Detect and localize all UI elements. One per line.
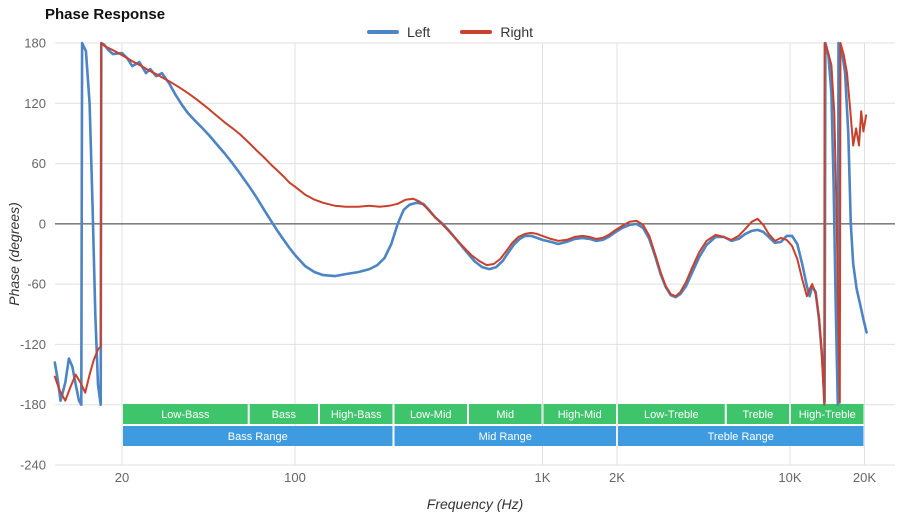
band-segment <box>618 404 725 424</box>
y-axis-label: Phase (degrees) <box>6 202 22 306</box>
x-tick-label: 20K <box>853 470 876 485</box>
band-segment <box>394 426 616 446</box>
band-label: Bass <box>272 409 297 421</box>
band-segment <box>249 404 318 424</box>
left-series-swatch-icon <box>366 30 399 34</box>
band-label: Treble Range <box>708 431 774 443</box>
y-tick-label: 180 <box>24 36 46 51</box>
chart-title: Phase Response <box>45 6 166 23</box>
y-tick-label: 120 <box>24 96 46 111</box>
band-label: High-Treble <box>799 409 856 421</box>
band-segment <box>790 404 864 424</box>
x-axis-label: Frequency (Hz) <box>426 496 524 512</box>
legend: Left Right <box>0 24 900 40</box>
band-segment <box>123 404 248 424</box>
series-line-left <box>53 41 868 406</box>
band-label: Mid <box>496 409 514 421</box>
band-segment <box>618 426 864 446</box>
x-tick-label: 20 <box>115 470 129 485</box>
right-series-swatch-icon <box>460 30 493 34</box>
x-tick-label: 2K <box>609 470 625 485</box>
legend-item-left: Left <box>366 24 431 40</box>
band-label: Treble <box>742 409 773 421</box>
legend-label-left: Left <box>406 24 431 40</box>
x-tick-label: 100 <box>284 470 306 485</box>
band-segment <box>319 404 393 424</box>
band-label: High-Mid <box>558 409 602 421</box>
y-tick-label: -240 <box>20 458 46 473</box>
x-tick-label: 1K <box>535 470 551 485</box>
band-segment <box>726 404 789 424</box>
band-label: Low-Mid <box>410 409 452 421</box>
band-segment <box>123 426 393 446</box>
y-tick-label: -180 <box>20 397 46 412</box>
band-segment <box>468 404 542 424</box>
y-tick-label: -120 <box>20 337 46 352</box>
band-label: Mid Range <box>479 431 532 443</box>
y-tick-label: -60 <box>27 277 46 292</box>
series-line-right <box>53 42 868 406</box>
band-segment <box>394 404 467 424</box>
band-label: Low-Bass <box>161 409 210 421</box>
y-tick-label: 0 <box>39 216 46 231</box>
legend-item-right: Right <box>460 24 533 40</box>
band-label: High-Bass <box>331 409 382 421</box>
band-segment <box>543 404 616 424</box>
band-label: Bass Range <box>228 431 288 443</box>
legend-label-right: Right <box>500 24 534 40</box>
x-tick-label: 10K <box>778 470 801 485</box>
y-tick-label: 60 <box>32 156 46 171</box>
band-label: Low-Treble <box>644 409 699 421</box>
